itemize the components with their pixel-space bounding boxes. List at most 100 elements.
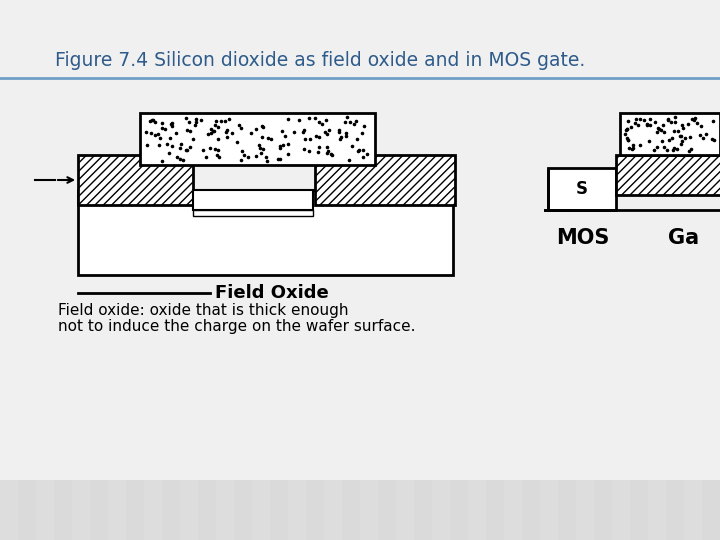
Point	[656, 137, 667, 146]
Point	[344, 118, 356, 127]
Point	[251, 152, 262, 160]
Point	[341, 113, 352, 122]
Point	[144, 117, 156, 125]
Point	[161, 140, 173, 149]
Point	[626, 123, 637, 132]
Point	[297, 128, 309, 137]
Point	[303, 114, 315, 123]
Bar	[558, 0, 576, 540]
Bar	[108, 0, 126, 540]
Point	[255, 148, 266, 157]
Point	[707, 117, 719, 125]
Point	[145, 129, 156, 137]
Point	[643, 137, 654, 146]
Point	[651, 143, 662, 152]
Bar	[540, 0, 558, 540]
Point	[204, 125, 216, 133]
Point	[663, 136, 675, 145]
Point	[627, 141, 639, 150]
Point	[661, 146, 672, 154]
Point	[679, 134, 690, 143]
Point	[341, 129, 352, 138]
Point	[205, 129, 217, 138]
Point	[181, 146, 192, 154]
Point	[167, 141, 179, 150]
Point	[621, 133, 633, 142]
Bar	[576, 0, 594, 540]
Point	[666, 133, 678, 142]
Point	[649, 118, 661, 126]
Point	[642, 119, 653, 128]
Point	[630, 114, 642, 123]
Text: not to induce the charge on the wafer surface.: not to induce the charge on the wafer su…	[58, 320, 415, 334]
Point	[235, 124, 247, 133]
Point	[653, 124, 665, 133]
Point	[166, 122, 178, 130]
Bar	[36, 0, 54, 540]
Point	[662, 116, 673, 125]
Text: Field Oxide: Field Oxide	[215, 284, 329, 302]
Point	[187, 135, 199, 144]
Point	[641, 121, 652, 130]
Point	[706, 135, 718, 144]
Point	[282, 149, 293, 158]
Point	[321, 130, 333, 138]
Point	[655, 125, 667, 134]
Point	[200, 153, 212, 161]
Point	[667, 146, 679, 154]
Point	[683, 119, 694, 128]
Point	[210, 145, 221, 154]
Point	[178, 156, 189, 165]
Point	[191, 118, 202, 127]
Point	[684, 133, 696, 141]
Point	[191, 114, 202, 123]
Point	[339, 117, 351, 126]
Point	[274, 142, 285, 151]
Point	[670, 118, 681, 126]
Point	[620, 130, 631, 138]
Point	[621, 125, 633, 133]
Point	[154, 134, 166, 143]
Bar	[378, 0, 396, 540]
Point	[254, 144, 266, 152]
Point	[195, 116, 207, 125]
Point	[171, 152, 182, 161]
Point	[672, 127, 684, 136]
Point	[251, 125, 262, 133]
Point	[623, 143, 634, 152]
Bar	[140, 113, 375, 165]
Point	[683, 146, 695, 155]
Bar	[270, 0, 288, 540]
Point	[208, 126, 220, 135]
Point	[321, 143, 333, 151]
Point	[677, 137, 688, 145]
Point	[153, 140, 165, 149]
Point	[316, 120, 328, 129]
Bar	[360, 0, 378, 540]
Point	[666, 118, 678, 126]
Point	[166, 119, 177, 128]
Point	[353, 147, 364, 156]
Point	[283, 139, 294, 148]
Bar	[432, 0, 450, 540]
Point	[181, 146, 192, 154]
Point	[634, 140, 646, 149]
Bar	[0, 0, 720, 480]
Point	[256, 132, 268, 141]
Point	[358, 122, 369, 130]
Point	[675, 132, 686, 141]
Point	[207, 127, 219, 136]
Point	[669, 113, 680, 122]
Point	[336, 132, 347, 141]
Bar	[648, 0, 666, 540]
Point	[672, 144, 683, 153]
Point	[622, 136, 634, 144]
Point	[202, 130, 214, 139]
Point	[214, 153, 225, 161]
Point	[340, 132, 351, 140]
Point	[320, 116, 332, 124]
Point	[220, 117, 231, 126]
Point	[159, 125, 171, 133]
Point	[668, 144, 680, 152]
Point	[150, 131, 161, 139]
